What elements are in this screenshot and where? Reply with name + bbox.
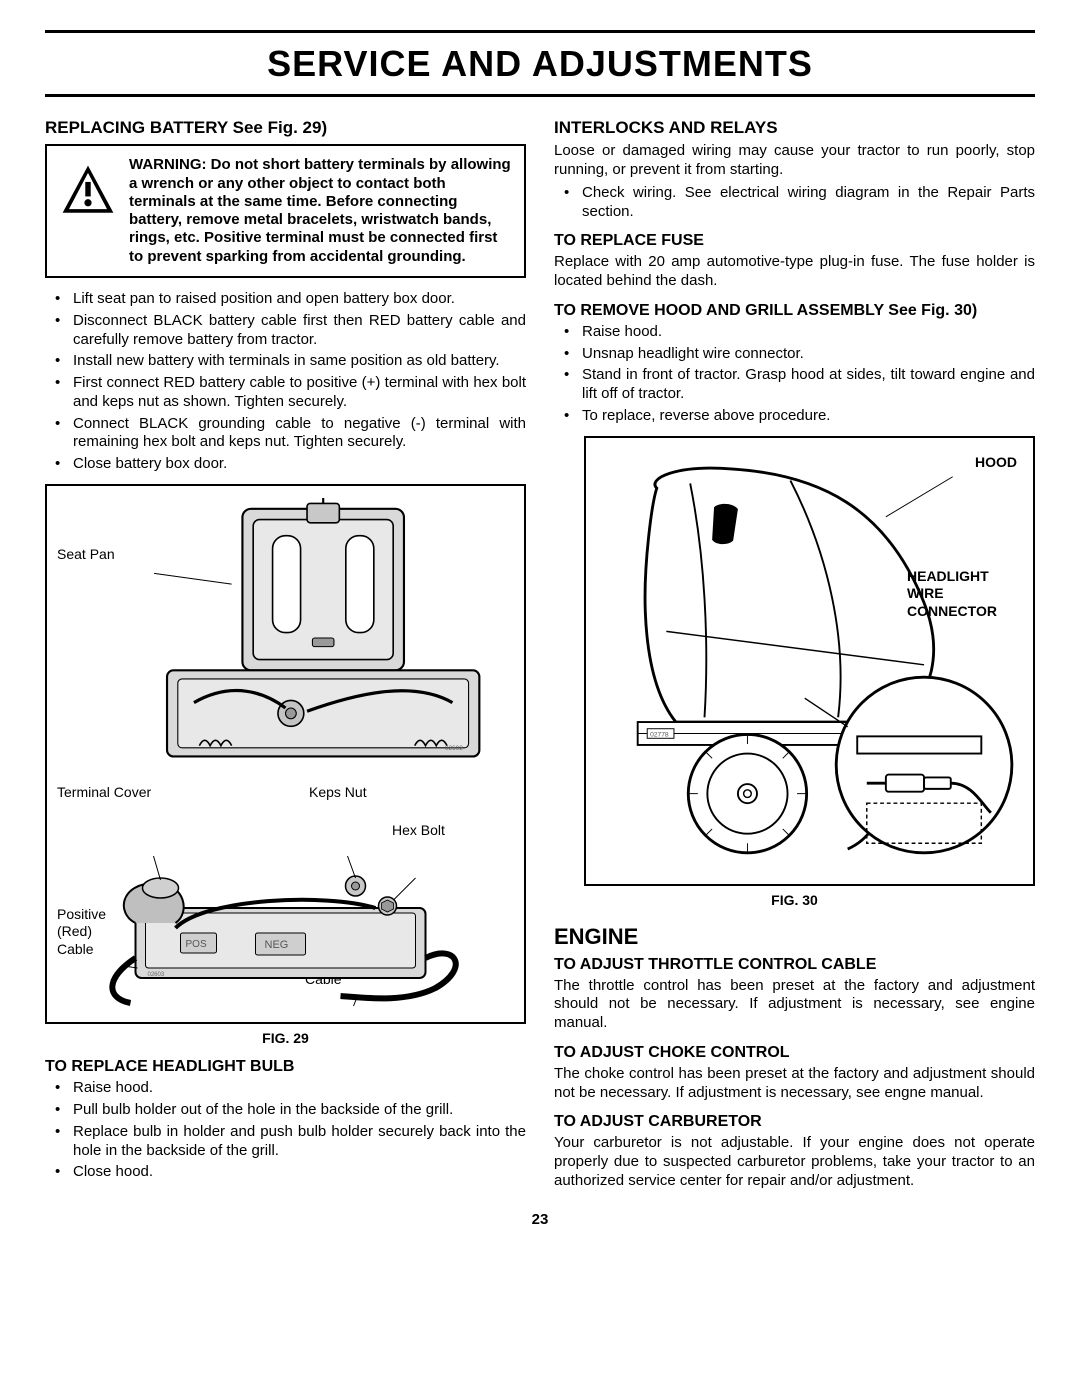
- seatpan-diagram: 02602: [57, 498, 514, 778]
- page-title: SERVICE AND ADJUSTMENTS: [45, 30, 1035, 97]
- list-item: Close hood.: [45, 1163, 526, 1182]
- list-item: Lift seat pan to raised position and ope…: [45, 290, 526, 309]
- list-item: Pull bulb holder out of the hole in the …: [45, 1101, 526, 1120]
- heading-headlight: TO REPLACE HEADLIGHT BULB: [45, 1057, 526, 1077]
- heading-replace-battery: REPLACING BATTERY See Fig. 29): [45, 117, 526, 138]
- label-keps-nut: Keps Nut: [309, 784, 367, 802]
- list-item: Replace bulb in holder and push bulb hol…: [45, 1123, 526, 1161]
- carburetor-paragraph: Your carburetor is not adjustable. If yo…: [554, 1134, 1035, 1190]
- fig30-caption: FIG. 30: [554, 892, 1035, 910]
- heading-throttle: TO ADJUST THROTTLE CONTROL CABLE: [554, 955, 1035, 975]
- choke-paragraph: The choke control has been preset at the…: [554, 1065, 1035, 1103]
- list-item: Close battery box door.: [45, 455, 526, 474]
- fuse-paragraph: Replace with 20 amp automotive-type plug…: [554, 253, 1035, 291]
- svg-text:02603: 02603: [148, 972, 165, 978]
- figure-29: Seat Pan: [45, 484, 526, 1024]
- interlocks-paragraph: Loose or damaged wiring may cause your t…: [554, 142, 1035, 180]
- list-item: Unsnap headlight wire connector.: [554, 345, 1035, 364]
- label-seat-pan: Seat Pan: [57, 546, 115, 564]
- list-item: Raise hood.: [554, 323, 1035, 342]
- svg-text:POS: POS: [186, 939, 207, 950]
- svg-text:02778: 02778: [650, 731, 669, 738]
- warning-text: WARNING: Do not short battery terminals …: [129, 156, 512, 266]
- warning-icon: [59, 162, 117, 220]
- list-item: First connect RED battery cable to posit…: [45, 374, 526, 412]
- warning-box: WARNING: Do not short battery terminals …: [45, 144, 526, 278]
- list-item: Connect BLACK grounding cable to negativ…: [45, 415, 526, 453]
- label-connector: HEADLIGHT WIRE CONNECTOR: [907, 568, 1017, 621]
- heading-choke: TO ADJUST CHOKE CONTROL: [554, 1043, 1035, 1063]
- heading-interlocks: INTERLOCKS AND RELAYS: [554, 117, 1035, 138]
- hood-diagram: 02778: [596, 450, 1023, 870]
- battery-diagram: NEG POS: [57, 828, 514, 1018]
- heading-hood: TO REMOVE HOOD AND GRILL ASSEMBLY See Fi…: [554, 301, 1035, 321]
- hood-steps-list: Raise hood. Unsnap headlight wire connec…: [554, 323, 1035, 426]
- interlocks-steps-list: Check wiring. See electrical wiring diag…: [554, 184, 1035, 222]
- svg-text:NEG: NEG: [265, 939, 289, 951]
- battery-steps-list: Lift seat pan to raised position and ope…: [45, 290, 526, 474]
- list-item: Raise hood.: [45, 1079, 526, 1098]
- content-columns: REPLACING BATTERY See Fig. 29) WARNING: …: [45, 117, 1035, 1195]
- figure-30: HOOD HEADLIGHT WIRE CONNECTOR 02778: [584, 436, 1035, 886]
- heading-carburetor: TO ADJUST CARBURETOR: [554, 1112, 1035, 1132]
- list-item: Install new battery with terminals in sa…: [45, 352, 526, 371]
- fig29-caption: FIG. 29: [45, 1030, 526, 1048]
- heading-fuse: TO REPLACE FUSE: [554, 231, 1035, 251]
- list-item: To replace, reverse above procedure.: [554, 407, 1035, 426]
- svg-text:02602: 02602: [445, 745, 463, 752]
- heading-engine: ENGINE: [554, 923, 1035, 951]
- label-hood: HOOD: [975, 454, 1017, 472]
- right-column: INTERLOCKS AND RELAYS Loose or damaged w…: [554, 117, 1035, 1195]
- page-number: 23: [45, 1211, 1035, 1230]
- headlight-steps-list: Raise hood. Pull bulb holder out of the …: [45, 1079, 526, 1182]
- list-item: Disconnect BLACK battery cable first the…: [45, 312, 526, 350]
- throttle-paragraph: The throttle control has been preset at …: [554, 977, 1035, 1033]
- list-item: Check wiring. See electrical wiring diag…: [554, 184, 1035, 222]
- label-terminal-cover: Terminal Cover: [57, 784, 151, 802]
- list-item: Stand in front of tractor. Grasp hood at…: [554, 366, 1035, 404]
- left-column: REPLACING BATTERY See Fig. 29) WARNING: …: [45, 117, 526, 1195]
